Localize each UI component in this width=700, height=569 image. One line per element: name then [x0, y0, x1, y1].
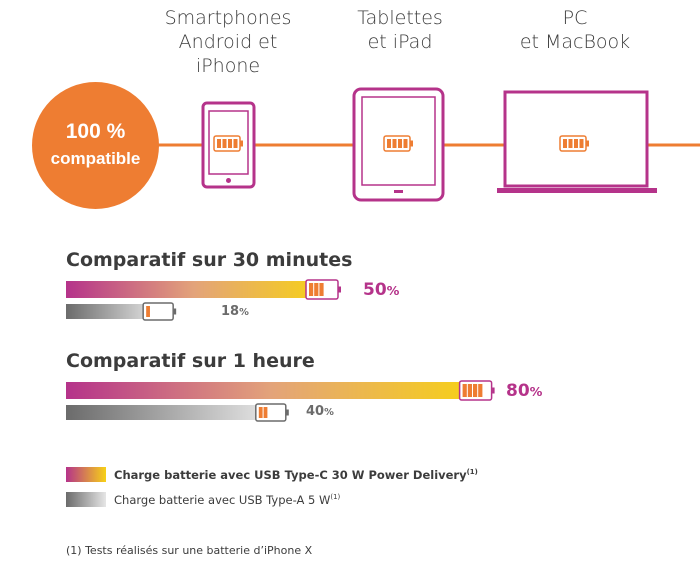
pct-unit: %	[324, 407, 334, 418]
pct-value: 80	[506, 381, 530, 401]
bar	[66, 281, 322, 298]
battery-icon	[305, 279, 341, 300]
legend-swatch-typea	[66, 492, 106, 507]
pct-value: 40	[306, 404, 325, 419]
chart-title-1h: Comparatif sur 1 heure	[66, 350, 315, 372]
battery-icon	[142, 302, 177, 321]
device-label-pc: PC et MacBook	[505, 6, 645, 54]
battery-icon	[213, 135, 243, 152]
device-label-tablets: Tablettes et iPad	[330, 6, 470, 54]
device-label-line2: et MacBook	[519, 31, 631, 53]
legend-sup: (1)	[330, 493, 341, 502]
battery-icon	[458, 380, 495, 401]
legend-text: Charge batterie avec USB Type-C 30 W Pow…	[114, 468, 467, 482]
device-label-line2: et iPad	[367, 31, 433, 53]
badge-line2: compatible	[50, 149, 141, 168]
pct-label-30min-typea: 18%	[221, 304, 249, 319]
chart-title-30min: Comparatif sur 30 minutes	[66, 249, 353, 271]
device-label-smartphones: Smartphones Android et iPhone	[148, 6, 308, 78]
pct-label-30min-typec: 50%	[363, 280, 399, 300]
pct-unit: %	[239, 307, 249, 318]
legend-label-typea: Charge batterie avec USB Type-A 5 W(1)	[114, 493, 340, 507]
battery-icon	[255, 403, 289, 422]
footnote: (1) Tests réalisés sur une batterie d’iP…	[66, 544, 313, 557]
pct-value: 18	[221, 304, 240, 319]
device-label-line2: Android et iPhone	[178, 31, 278, 77]
pct-label-1h-typea: 40%	[306, 404, 334, 419]
battery-icon	[559, 135, 589, 152]
devices-illustration	[150, 87, 700, 202]
device-label-line1: PC	[562, 7, 588, 29]
battery-icon	[383, 135, 413, 152]
bar	[66, 304, 159, 319]
legend-label-typec: Charge batterie avec USB Type-C 30 W Pow…	[114, 468, 478, 482]
pct-unit: %	[529, 385, 543, 400]
legend-sup: (1)	[466, 468, 478, 477]
pct-unit: %	[386, 284, 400, 299]
bar	[66, 405, 271, 420]
device-label-line1: Tablettes	[357, 7, 443, 29]
legend-text: Charge batterie avec USB Type-A 5 W	[114, 493, 331, 507]
compatibility-badge: 100 % compatible	[32, 82, 159, 209]
pct-label-1h-typec: 80%	[506, 381, 542, 401]
bar	[66, 382, 476, 399]
pct-value: 50	[363, 280, 387, 300]
badge-line1: 100 %	[65, 120, 126, 143]
device-label-line1: Smartphones	[164, 7, 292, 29]
legend-swatch-typec	[66, 467, 106, 482]
